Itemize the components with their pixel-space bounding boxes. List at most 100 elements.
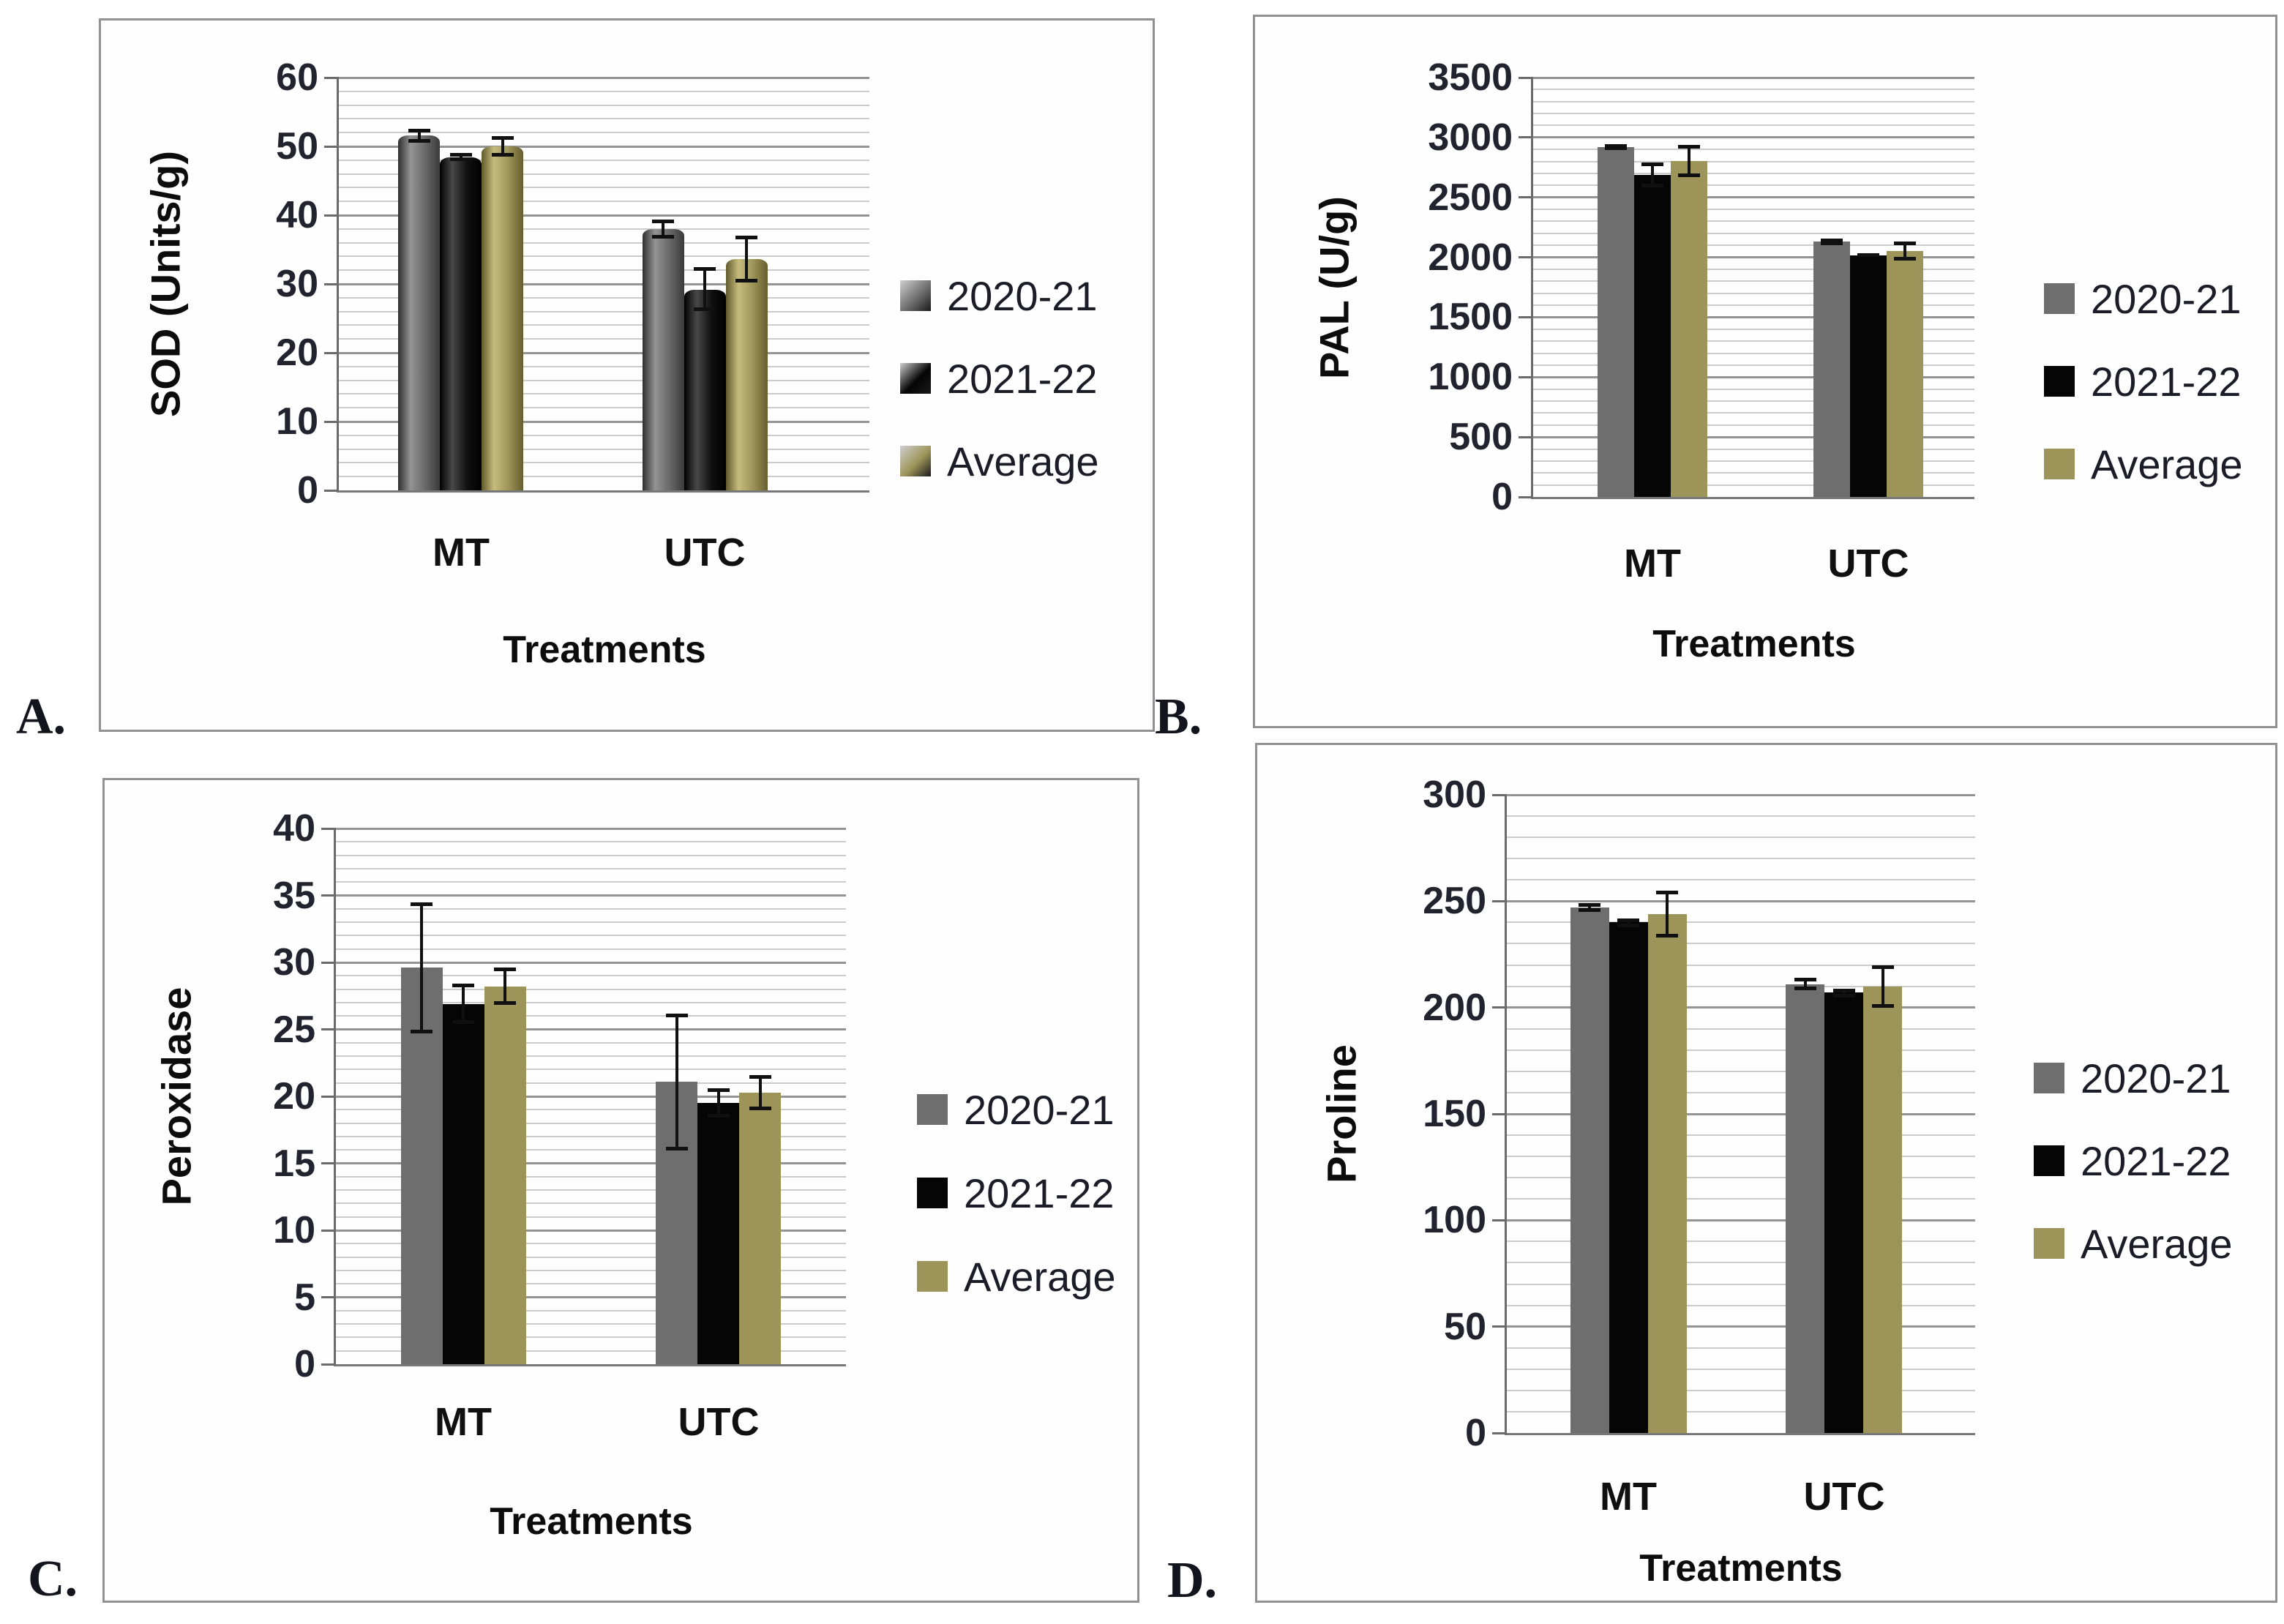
gridline	[1507, 858, 1975, 859]
bar-2020-21-MT	[398, 135, 440, 490]
error-bar	[1605, 144, 1627, 150]
gridline	[336, 921, 846, 923]
gridline	[1533, 436, 1974, 438]
bar-2020-21-MT	[1570, 908, 1609, 1433]
gridline	[336, 1176, 846, 1178]
plot-area-pal	[1531, 77, 1974, 499]
y-tick-mark	[1519, 376, 1533, 378]
gridline	[1533, 449, 1974, 450]
y-tick-mark	[321, 1028, 336, 1030]
gridline	[336, 1189, 846, 1191]
y-tick-label: 200	[1423, 987, 1486, 1029]
legend-item-2020-21: 2020-21	[2034, 1055, 2231, 1101]
bar-2020-21-MT	[1598, 147, 1634, 497]
panel-sod-chart: SOD (Units/g) MT UTC Treatments 2020-21 …	[99, 18, 1155, 732]
y-tick-label: 50	[276, 125, 318, 168]
gridline	[339, 449, 869, 450]
gridline	[336, 1270, 846, 1271]
gridline	[336, 908, 846, 910]
legend-item-2020-21: 2020-21	[900, 273, 1098, 319]
bar-2020-21-MT	[401, 968, 443, 1364]
legend-swatch-average	[917, 1261, 948, 1292]
legend-swatch-2020-21	[2034, 1063, 2064, 1093]
gridline	[336, 855, 846, 856]
gridline	[336, 962, 846, 964]
x-tick-mt: MT	[1624, 542, 1681, 585]
gridline	[1533, 400, 1974, 402]
gridline	[339, 105, 869, 106]
y-tick-mark	[321, 1230, 336, 1232]
gridline	[1533, 113, 1974, 114]
legend-swatch-2021-22	[917, 1178, 948, 1208]
x-axis-title-treatments: Treatments	[1652, 623, 1856, 665]
gridline	[339, 380, 869, 381]
y-tick-mark	[321, 828, 336, 830]
gridline	[1533, 124, 1974, 126]
gridline	[339, 311, 869, 313]
gridline	[336, 1028, 846, 1030]
legend-item-2021-22: 2021-22	[2044, 359, 2242, 405]
gridline	[336, 1069, 846, 1070]
gridline	[1507, 1347, 1975, 1349]
legend-label-2020-21: 2020-21	[2081, 1055, 2231, 1101]
x-tick-utc: UTC	[1827, 542, 1909, 585]
y-tick-mark	[1492, 1432, 1507, 1434]
bar-Average-UTC	[726, 259, 768, 490]
bar-Average-MT	[484, 987, 526, 1364]
gridline	[1507, 1113, 1975, 1115]
gridline	[1533, 184, 1974, 186]
gridline	[339, 407, 869, 408]
gridline	[336, 1123, 846, 1124]
legend-swatch-2020-21	[900, 280, 931, 311]
gridline	[1533, 256, 1974, 258]
gridline	[336, 1323, 846, 1325]
gridline	[1507, 1006, 1975, 1009]
gridline	[1507, 1369, 1975, 1370]
error-bar	[492, 136, 514, 157]
legend-item-average: Average	[2034, 1220, 2233, 1267]
gridline	[1507, 837, 1975, 838]
gridline	[339, 173, 869, 175]
gridline	[1533, 220, 1974, 222]
legend-swatch-average	[2034, 1228, 2064, 1259]
gridline	[1507, 1411, 1975, 1412]
gridline	[336, 1216, 846, 1218]
y-tick-mark	[324, 77, 339, 79]
gridline	[336, 1015, 846, 1017]
gridline	[1507, 1028, 1975, 1030]
legend-label-2020-21: 2020-21	[2091, 275, 2242, 322]
gridline	[336, 868, 846, 869]
x-axis-line	[1531, 497, 1974, 499]
gridline	[336, 1149, 846, 1150]
bar-2020-21-UTC	[643, 229, 684, 490]
legend-label-average: Average	[2081, 1220, 2233, 1267]
gridline	[1507, 1092, 1975, 1093]
gridline	[1533, 149, 1974, 150]
legend-item-2021-22: 2021-22	[2034, 1138, 2231, 1184]
legend-item-2020-21: 2020-21	[917, 1087, 1115, 1133]
gridline	[339, 269, 869, 271]
y-tick-mark	[1492, 1325, 1507, 1328]
gridline	[1533, 484, 1974, 486]
gridline	[339, 297, 869, 299]
gridline	[336, 975, 846, 976]
gridline	[339, 214, 869, 217]
error-bar	[694, 267, 716, 311]
x-axis-title-treatments: Treatments	[1639, 1547, 1843, 1590]
y-tick-label: 3000	[1428, 116, 1513, 159]
y-tick-mark	[321, 1296, 336, 1298]
gridline	[1533, 101, 1974, 102]
y-axis-title-pal: PAL (U/g)	[1311, 196, 1358, 379]
gridline	[336, 1310, 846, 1311]
gridline	[336, 948, 846, 950]
error-bar	[1794, 978, 1816, 990]
gridline	[1533, 161, 1974, 162]
y-tick-label: 1000	[1428, 356, 1513, 398]
gridline	[1533, 233, 1974, 234]
y-tick-label: 1500	[1428, 296, 1513, 338]
gridline	[336, 1202, 846, 1204]
x-tick-mt: MT	[433, 531, 490, 575]
x-axis-title-treatments: Treatments	[503, 629, 706, 671]
y-axis-line	[1531, 78, 1533, 497]
y-tick-mark	[324, 352, 339, 354]
